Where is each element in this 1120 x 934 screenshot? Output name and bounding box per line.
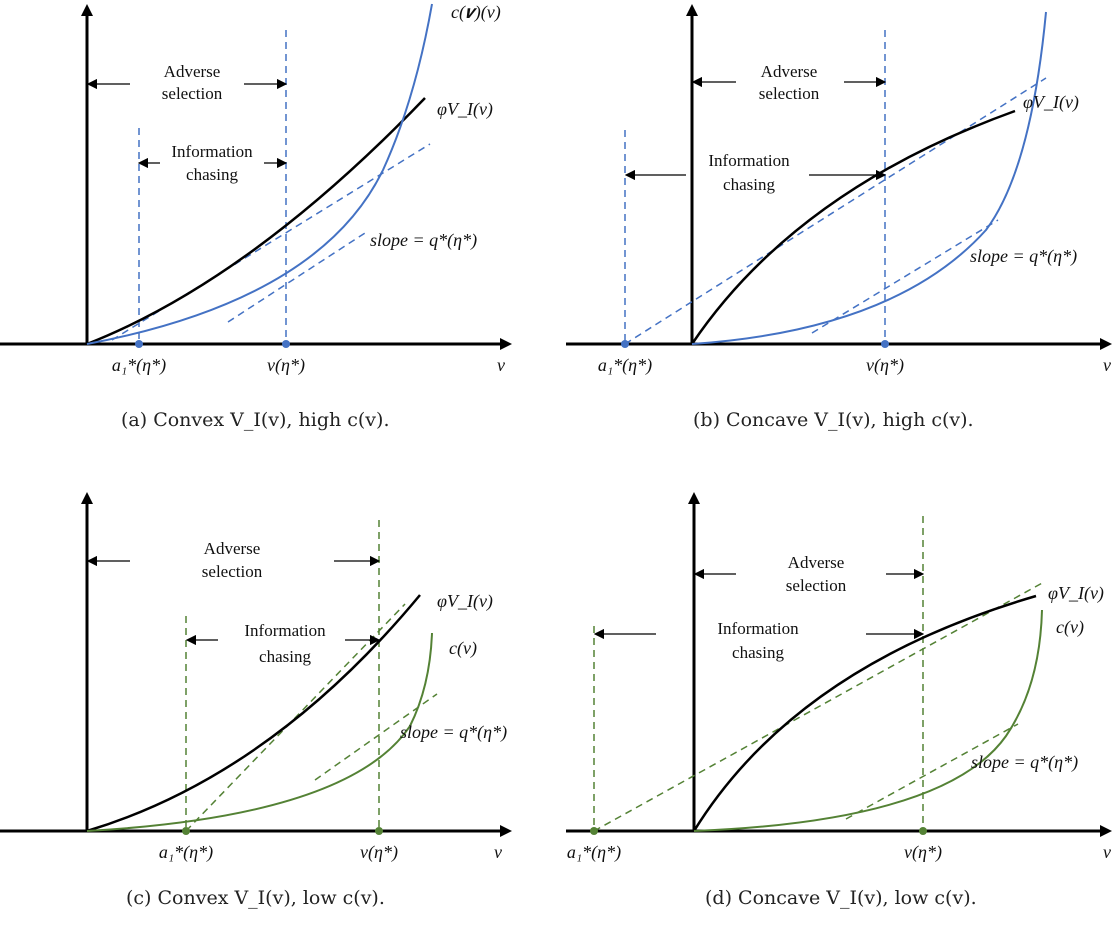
c-label: c(v) (449, 638, 477, 659)
panel-d-diagram: Adverse selection Information chasing φV… (566, 492, 1112, 863)
panel-b-diagram: Adverse selection Information chasing φV… (566, 4, 1112, 376)
adverse-label-line2: selection (786, 576, 847, 595)
vstar-tick-label: v(η*) (904, 842, 942, 863)
vstar-tick-label: v(η*) (866, 355, 904, 376)
tangent-dashed-c (811, 219, 999, 334)
phiV-label: φV_I(v) (437, 99, 493, 120)
phiV-curve (692, 594, 1037, 832)
caption-d: (d) Concave V_I(v), low c(v). (705, 887, 977, 909)
v-axis-label: v (1103, 842, 1111, 862)
caption-a: (a) Convex V_I(v), high c(v). (121, 409, 390, 431)
a1-point (182, 827, 190, 835)
x-axis-arrow (500, 825, 512, 837)
x-axis-arrow (500, 338, 512, 350)
y-axis-arrow (686, 4, 698, 16)
c-curve (693, 609, 1043, 832)
caption-b: (b) Concave V_I(v), high c(v). (693, 409, 974, 431)
adverse-label-line2: selection (202, 562, 263, 581)
caption-c: (c) Convex V_I(v), low c(v). (126, 887, 385, 909)
a1-point (621, 340, 629, 348)
a1-point (590, 827, 598, 835)
y-axis-arrow (81, 4, 93, 16)
panel-c: Adverse selection Information chasing φV… (0, 476, 540, 876)
info-label-line1: Information (717, 619, 799, 638)
vstar-point (375, 827, 383, 835)
y-axis-arrow (688, 492, 700, 504)
info-label-line1: Information (708, 151, 790, 170)
a1-tick-label: a₁*(η*) (567, 842, 621, 863)
x-axis-arrow (1100, 338, 1112, 350)
v-axis-label: v (494, 842, 502, 862)
c-label: c(𝒗)(v) (451, 2, 501, 23)
tangent-dashed-c (227, 232, 366, 323)
phiV-curve (86, 97, 426, 346)
info-label-line1: Information (171, 142, 253, 161)
adverse-label-line1: Adverse (788, 553, 845, 572)
a1-tick-label: a₁*(η*) (159, 842, 213, 863)
slope-label: slope = q*(η*) (970, 246, 1077, 267)
tangent-dashed-c (845, 723, 1019, 820)
adverse-label-line2: selection (759, 84, 820, 103)
info-label-line1: Information (244, 621, 326, 640)
c-curve (86, 3, 433, 345)
panel-b: Adverse selection Information chasing φV… (566, 0, 1120, 400)
c-curve (691, 11, 1047, 345)
panel-d: Adverse selection Information chasing φV… (566, 476, 1120, 876)
info-label-line2: chasing (186, 165, 238, 184)
a1-tick-label: a₁*(η*) (598, 355, 652, 376)
phiV-label: φV_I(v) (437, 591, 493, 612)
adverse-label-line2: selection (162, 84, 223, 103)
info-label-line2: chasing (259, 647, 311, 666)
phiV-curve (690, 109, 1016, 345)
panel-a-diagram: Adverse selection Information chasing φV… (0, 2, 512, 376)
panel-c-diagram: Adverse selection Information chasing φV… (0, 492, 512, 863)
adverse-label-line1: Adverse (164, 62, 221, 81)
phiV-label: φV_I(v) (1048, 583, 1104, 604)
y-axis-arrow (81, 492, 93, 504)
a1-tick-label: a₁*(η*) (112, 355, 166, 376)
v-axis-label: v (1103, 355, 1111, 375)
vstar-tick-label: v(η*) (267, 355, 305, 376)
vstar-point (881, 340, 889, 348)
adverse-label-line1: Adverse (761, 62, 818, 81)
v-axis-label: v (497, 355, 505, 375)
info-label-line2: chasing (732, 643, 784, 662)
c-curve (86, 632, 433, 832)
a1-point (135, 340, 143, 348)
vstar-point (282, 340, 290, 348)
tangent-dashed-phiV (624, 77, 1047, 345)
x-axis-arrow (1100, 825, 1112, 837)
slope-label: slope = q*(η*) (370, 230, 477, 251)
phiV-label: φV_I(v) (1023, 92, 1079, 113)
vstar-tick-label: v(η*) (360, 842, 398, 863)
panel-a: Adverse selection Information chasing φV… (0, 0, 540, 400)
vstar-point (919, 827, 927, 835)
info-label-line2: chasing (723, 175, 775, 194)
adverse-label-line1: Adverse (204, 539, 261, 558)
tangent-dashed-phiV (593, 581, 1045, 832)
slope-label: slope = q*(η*) (400, 722, 507, 743)
c-label: c(v) (1056, 617, 1084, 638)
slope-label: slope = q*(η*) (971, 752, 1078, 773)
